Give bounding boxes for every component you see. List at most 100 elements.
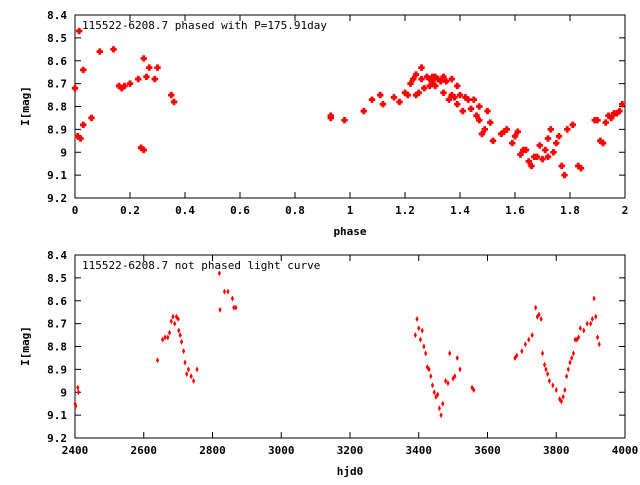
phased-data-point [509,139,516,147]
phased-data-point [437,78,444,85]
unphased-data-point [234,304,238,311]
unphased-x-ticks: 2400 2600 2800 3000 3200 3400 3600 3800 4000 [62,255,639,457]
unphased-data-point [455,354,459,361]
phased-data-point [151,75,158,83]
phased-data-point [115,82,123,90]
unphased-data-point [523,341,527,348]
unphased-data-point [177,327,181,334]
unphased-data-point [76,389,81,396]
phased-data-point [555,133,563,140]
phased-plot-frame [74,14,626,199]
phased-data-point [547,126,554,133]
unphased-data-point [173,320,177,327]
phased-data-point [426,82,433,90]
unphased-plot-frame [74,254,626,439]
unphased-data-point [472,386,476,393]
phased-data-point [71,85,79,92]
phased-x-tick-label: 0.4 [175,204,195,217]
unphased-data-point [592,295,596,302]
phased-data-point [467,105,475,112]
phased-data-point [432,82,439,90]
unphased-data-point [418,336,423,343]
phased-data-point [327,114,334,122]
unphased-data-point [527,336,531,343]
unphased-data-point [73,400,77,407]
phased-data-point [522,146,530,154]
unphased-data-point [163,334,167,341]
phased-y-tick-label: 9 [60,146,67,159]
unphased-data-point [568,359,572,366]
phased-y-tick-label: 8.7 [47,78,67,91]
unphased-y-tick-label: 9 [60,386,67,399]
unphased-data-points [73,270,601,419]
phased-y-ticks: 8.4 8.5 8.6 8.7 8.8 8.9 9 9.1 9.2 [47,9,625,205]
phased-data-point [432,73,439,80]
phased-data-point [445,96,453,103]
unphased-data-point [570,354,574,361]
phased-data-point [561,171,568,179]
phased-data-point [517,151,524,158]
phased-data-point [503,126,510,133]
phased-data-point [429,78,436,85]
phased-data-point [605,112,612,119]
unphased-data-point [169,318,173,325]
unphased-data-point [563,386,567,393]
phased-data-point [476,117,483,124]
phased-data-point [542,146,549,154]
unphased-data-point [453,373,457,380]
unphased-x-axis-label: hjd0 [337,465,364,478]
phased-data-point [602,119,609,126]
phased-data-point [575,162,582,170]
unphased-data-point [222,288,227,295]
phased-data-point [418,75,425,83]
unphased-data-point [585,320,589,327]
unphased-data-point [422,343,426,350]
phased-data-point [462,94,469,101]
phased-data-point [135,75,142,83]
phased-x-tick-label: 0.2 [120,204,140,217]
phased-data-point [421,85,428,92]
phased-data-point [577,165,585,172]
unphased-x-tick-label: 4000 [612,444,639,457]
phased-data-point [484,107,491,115]
unphased-data-point [546,370,550,377]
phased-data-point [137,144,145,151]
unphased-data-point [226,288,230,295]
phased-x-tick-label: 2 [622,204,629,217]
unphased-y-ticks: 8.4 8.5 8.6 8.7 8.8 8.9 9 9.1 9.2 [47,249,625,445]
unphased-chart-title: 115522-6208.7 not phased light curve [82,259,320,272]
phased-data-point [533,153,541,161]
unphased-data-point [590,316,594,323]
unphased-data-point [417,325,421,332]
unphased-data-point [597,341,601,348]
phased-data-point [168,91,175,99]
unphased-data-point [589,320,593,327]
unphased-data-point [576,334,581,341]
phased-data-point [564,126,571,133]
phased-data-point [80,66,87,74]
phased-data-point [110,46,117,53]
unphased-data-point [178,332,182,339]
phased-data-point [434,75,442,83]
phased-data-point [140,146,147,154]
unphased-y-tick-label: 8.5 [47,272,67,285]
unphased-data-point [232,304,236,311]
unphased-x-tick-label: 2400 [62,444,89,457]
unphased-data-point [166,334,170,341]
unphased-data-point [432,389,436,396]
phased-data-point [619,101,626,108]
unphased-data-point [537,311,541,318]
phased-data-point [140,55,147,62]
phased-x-tick-label: 0.8 [285,204,305,217]
phased-chart: 0 0.2 0.4 0.6 0.8 1 1.2 1.4 1.6 1.8 2 8.4 8.5 8.6 8.7… [19,9,628,238]
unphased-data-point [195,366,199,373]
unphased-data-point [540,350,545,357]
phased-data-point [401,89,409,96]
phased-y-tick-label: 8.4 [47,9,67,22]
unphased-data-point [530,332,534,339]
unphased-data-point [547,377,551,384]
unphased-data-point [427,366,431,373]
unphased-data-point [446,380,450,387]
phased-data-point [415,89,422,96]
